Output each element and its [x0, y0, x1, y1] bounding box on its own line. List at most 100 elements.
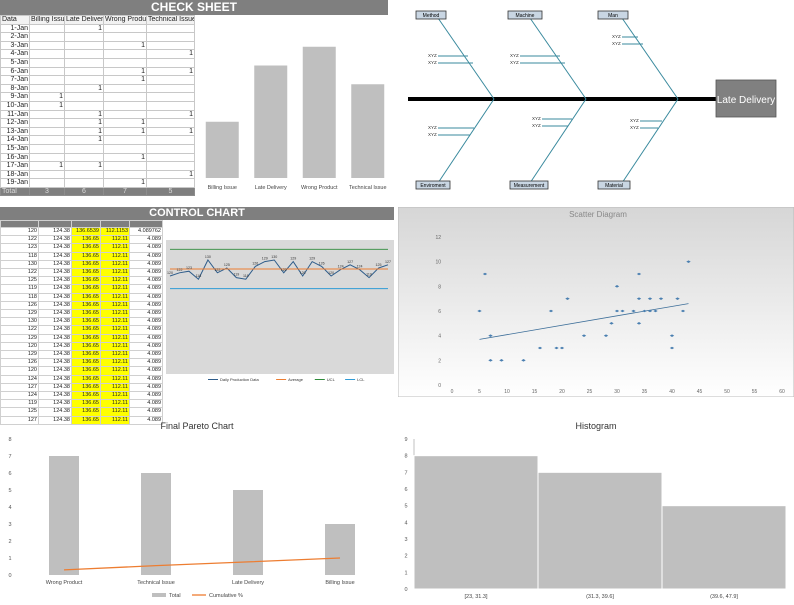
control-cell: 112.1153	[100, 226, 130, 237]
check-cell	[103, 32, 147, 42]
category-label: Technical Issue	[137, 580, 175, 586]
check-cell: 1-Jan	[0, 23, 30, 34]
check-cell	[29, 75, 65, 85]
control-row: 123 124.38 136.65 112.11 4.089	[0, 243, 163, 253]
control-cell: 129	[0, 350, 39, 360]
data-point	[669, 346, 675, 350]
y-tick-label: 4	[8, 505, 11, 511]
control-cell: 126	[0, 358, 39, 368]
check-cell	[146, 118, 195, 128]
data-point	[559, 346, 565, 350]
data-label: 125	[376, 263, 382, 267]
control-header-cell	[0, 220, 39, 228]
control-row: 119 124.38 136.65 112.11 4.089	[0, 399, 163, 409]
check-cell	[64, 66, 104, 77]
check-cell: 1	[29, 161, 65, 171]
check-cell	[146, 75, 195, 85]
control-cell: 124.38	[38, 268, 72, 278]
y-tick-label: 10	[435, 260, 441, 266]
data-point	[548, 309, 554, 313]
category-method: Method	[415, 10, 447, 20]
machine-bone	[529, 17, 587, 100]
legend-label: Average	[288, 377, 304, 382]
check-cell	[146, 143, 195, 154]
control-cell: 112.11	[100, 309, 130, 319]
data-point	[614, 285, 620, 288]
check-total-cell: 6	[64, 186, 104, 197]
x-tick-label: 15	[532, 389, 538, 395]
y-tick-label: 5	[8, 488, 11, 494]
control-row: 130 124.38 136.65 112.11 4.089	[0, 317, 163, 327]
x-tick-label: 30	[614, 389, 620, 395]
check-cell: 1	[29, 100, 65, 111]
control-cell: 4.089	[129, 333, 163, 343]
pareto-bar	[49, 456, 79, 575]
check-cell: 1	[103, 118, 147, 128]
check-cell	[29, 66, 65, 77]
check-cell	[64, 169, 104, 180]
control-cell: 4.089	[129, 415, 163, 425]
y-tick-label: 0	[404, 587, 407, 593]
check-cell: 1	[64, 135, 104, 145]
check-row: 8-Jan 1	[0, 83, 195, 94]
check-row: 11-Jan 1 1	[0, 109, 195, 120]
data-label: 123	[186, 266, 192, 270]
check-row: 12-Jan 1 1	[0, 118, 195, 128]
check-cell: 8-Jan	[0, 83, 30, 94]
control-cell: 4.089	[129, 309, 163, 319]
check-cell: 1	[103, 66, 147, 77]
check-cell	[29, 49, 65, 59]
legend-swatch	[152, 593, 166, 597]
y-tick-label: 7	[8, 454, 11, 460]
control-cell: 112.11	[100, 350, 130, 360]
legend-label: Daily Production Data	[220, 377, 259, 382]
control-cell: 112.11	[100, 284, 130, 294]
legend-label: Cumulative %	[209, 593, 243, 599]
y-tick-label: 1	[404, 570, 407, 576]
check-row: 7-Jan 1	[0, 75, 195, 85]
data-point	[603, 334, 609, 337]
data-point	[653, 309, 658, 313]
data-label: 122	[214, 268, 220, 272]
control-cell: 4.089	[129, 407, 163, 417]
control-cell: 127	[0, 382, 39, 393]
check-cell	[103, 161, 147, 171]
control-cell: 136.65	[71, 366, 101, 376]
data-point	[675, 297, 680, 300]
check-cell	[146, 100, 195, 111]
data-point	[537, 346, 543, 350]
check-cell	[146, 57, 195, 68]
check-row: 19-Jan 1	[0, 178, 195, 188]
control-cell: 112.11	[100, 292, 130, 302]
control-cell: 124.38	[38, 300, 72, 311]
x-tick-label: 20	[559, 389, 565, 395]
control-row: 129 124.38 136.65 112.11 4.089	[0, 309, 163, 319]
check-cell: 16-Jan	[0, 152, 30, 163]
pareto-chart: Final Pareto Chart 0 1 2 3 4 5 6 7 8 Wrong Product…	[8, 421, 355, 599]
control-cell: 124.38	[38, 251, 72, 261]
control-cell: 136.65	[71, 325, 101, 335]
scatter-diagram: Scatter Diagram 0 2 4 6 8 10 12 0 5 10 15 20 25 30 35 40…	[398, 207, 794, 397]
check-row: 14-Jan 1	[0, 135, 195, 145]
check-row: 10-Jan 1	[0, 100, 195, 111]
check-total-cell: 5	[146, 186, 195, 197]
data-point	[686, 260, 691, 263]
check-cell: 1	[64, 118, 104, 128]
check-cell: 1	[146, 169, 195, 180]
control-row: 129 124.38 136.65 112.11 4.089	[0, 333, 163, 343]
y-tick-label: 12	[435, 235, 441, 241]
category-enviroment: Enviroment	[415, 180, 451, 190]
man-bone	[621, 17, 679, 100]
control-cell: 136.65	[71, 284, 101, 294]
check-cell	[146, 23, 195, 34]
check-cell: 6-Jan	[0, 66, 30, 77]
cause-label: XYZ	[612, 34, 621, 39]
legend-label: Total	[169, 593, 181, 599]
check-row: 16-Jan 1	[0, 152, 195, 163]
control-cell: 112.11	[100, 391, 130, 401]
category-material: Material	[597, 180, 631, 190]
pareto-bar	[325, 524, 355, 575]
control-cell: 130	[0, 259, 39, 270]
check-cell: 1	[146, 126, 195, 137]
control-cell: 124.38	[38, 399, 72, 409]
